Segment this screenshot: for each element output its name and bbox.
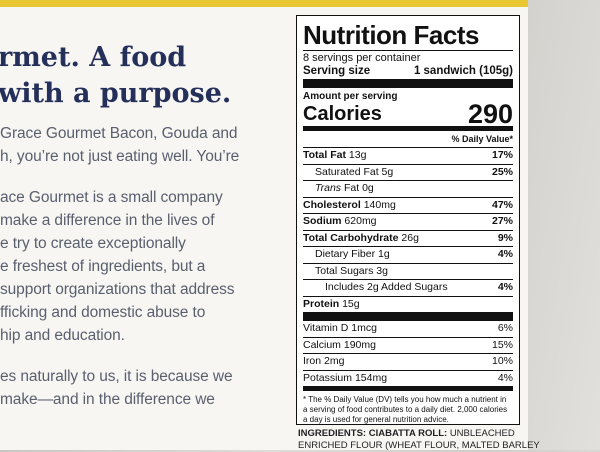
serving-size-label: Serving size [303,65,371,77]
yellow-band [0,0,528,7]
text-line: ace Gourmet is a small company [0,189,223,206]
vitamin-row: Vitamin D 1mcg 6% [303,321,513,338]
nutrient-row: Total Carbohydrate 26g 9% [303,231,513,247]
nutrient-row: Cholesterol 140mg 47% [303,198,513,214]
footnote: * The % Daily Value (DV) tells you how m… [303,395,508,424]
nutrient-label: Includes 2g Added Sugars [325,281,448,293]
text-line: make a difference in the lives of [0,212,215,229]
calories-row: Calories 290 [303,99,513,131]
text-line: support organizations that address [0,281,235,298]
nutrient-label-italic: Trans [315,182,342,194]
heading-line: rmet. A food [0,42,187,73]
nutrient-dv: 17% [491,149,513,161]
nutrient-amount: 3g [376,264,388,277]
calories-label: Calories [303,103,382,125]
paragraph: Grace Gourmet Bacon, Gouda and h, you’re… [0,122,280,168]
ingredients-line: ENRICHED FLOUR (WHEAT FLOUR, MALTED BARL… [298,440,540,451]
vitamin-dv: 15% [491,338,513,351]
paragraph: ace Gourmet is a small company make a di… [0,186,280,347]
ingredients-label: INGREDIENTS: CIABATTA ROLL: [298,428,448,439]
nutrient-dv: 4% [497,281,513,293]
text-line: e try to create exceptionally [0,235,186,252]
heading-line: with a purpose. [0,78,232,109]
nutrient-amount: 5g [381,165,394,178]
paragraph: es naturally to us, it is because we mak… [0,365,280,411]
vitamin-amount: 1mcg [351,322,377,334]
text-line: fficking and domestic abuse to [0,304,206,321]
text-line: e freshest of ingredients, but a [0,258,206,275]
ingredients-line: UNBLEACHED [449,428,515,439]
nutrient-row: Sodium 620mg 27% [303,214,513,231]
panel-title: Nutrition Facts [303,20,513,51]
nutrient-amount: 13g [348,149,367,161]
nutrient-label: Sodium [303,215,342,227]
nutrient-label: Protein [303,297,340,310]
vitamin-amount: 154mg [354,371,388,384]
nutrient-row: Protein 15g [303,297,513,321]
nutrient-label: Fat [343,182,360,194]
vitamin-label: Calcium [303,338,341,351]
nutrient-row: Saturated Fat 5g 25% [303,165,513,181]
vitamin-dv: 4% [497,371,513,384]
left-copy: rmet. A food with a purpose. Grace Gourm… [0,40,280,411]
nutrient-row: Dietary Fiber 1g 4% [303,247,513,264]
serving-size: Serving size 1 sandwich (105g) [303,65,513,88]
nutrient-label: Dietary Fiber [315,248,376,260]
vitamin-dv: 10% [491,355,513,367]
nutrient-row: Total Sugars 3g [303,264,513,280]
text-line: Grace Gourmet Bacon, Gouda and [0,125,238,142]
ingredients: INGREDIENTS: CIABATTA ROLL: UNBLEACHED E… [298,428,540,452]
nutrient-label: Total Sugars [315,264,374,277]
servings: 8 servings per container [303,52,421,64]
vitamin-label: Vitamin D [303,322,349,334]
nutrient-amount: 1g [378,248,390,260]
nutrition-panel: Nutrition Facts 8 servings per container… [296,15,520,425]
nutrient-label: Total Carbohydrate [303,231,399,244]
nutrient-row: Includes 2g Added Sugars 4% [303,280,513,297]
vitamin-amount: 190mg [343,338,376,351]
vitamin-label: Iron [303,355,322,367]
package: rmet. A food with a purpose. Grace Gourm… [0,0,540,451]
vitamin-row: Calcium 190mg 15% [303,338,513,354]
nutrient-amount: 140mg [363,198,396,211]
nutrient-dv: 4% [497,248,513,260]
nutrient-label: Saturated Fat [315,165,379,178]
nutrient-label: Cholesterol [303,198,361,211]
vitamin-dv: 6% [497,322,513,334]
vitamin-row: Iron 2mg 10% [303,354,513,371]
text-line: es naturally to us, it is because we [0,368,233,385]
nutrient-dv: 25% [491,165,513,178]
amount-per-serving: Amount per serving [303,91,398,102]
nutrient-row: Trans Fat 0g [303,181,513,198]
calories-value: 290 [467,99,513,129]
text-line: hip and education. [0,327,125,344]
nutrient-label: Total Fat [303,149,346,161]
daily-value-header: % Daily Value* [303,131,513,148]
nutrient-dv: 47% [491,198,513,211]
nutrient-amount: 620mg [344,215,377,227]
nutrient-amount: 0g [362,182,374,194]
text-line: h, you’re not just eating well. You’re [0,148,240,165]
vitamin-label: Potassium [303,371,353,384]
serving-size-value: 1 sandwich (105g) [413,65,513,77]
nutrient-amount: 15g [342,297,360,310]
vitamin-amount: 2mg [324,355,345,367]
nutrient-row: Total Fat 13g 17% [303,148,513,165]
nutrient-dv: 9% [497,231,513,244]
text-line: make—and in the difference we [0,391,215,408]
nutrient-dv: 27% [491,215,513,227]
vitamin-row: Potassium 154mg 4% [303,371,513,391]
nutrient-amount: 26g [401,231,419,244]
